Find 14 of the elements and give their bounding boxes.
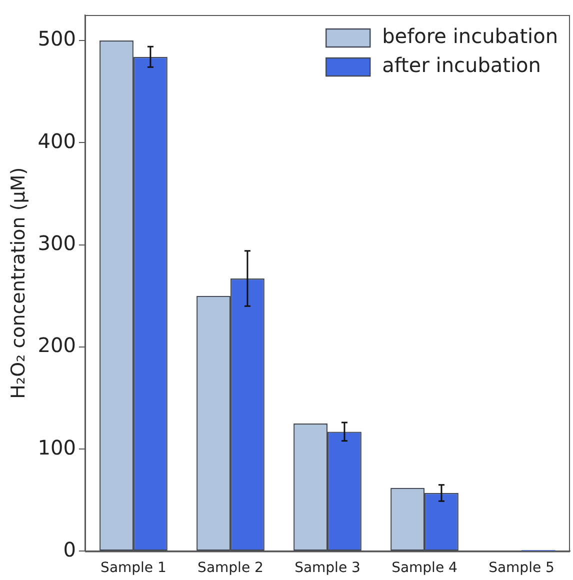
y-tick-label: 100 xyxy=(38,435,76,460)
y-tick-label: 200 xyxy=(38,333,76,358)
y-axis-title: H₂O₂ concentration (μM) xyxy=(7,167,30,399)
legend-label: after incubation xyxy=(382,53,541,78)
x-tick-label: Sample 2 xyxy=(198,560,264,576)
x-tick-label: Sample 5 xyxy=(488,560,554,576)
y-tick-label: 500 xyxy=(38,26,76,51)
legend-label: before incubation xyxy=(382,24,558,48)
x-tick-label: Sample 1 xyxy=(100,560,166,576)
y-tick-label: 0 xyxy=(63,537,76,562)
y-tick-label: 400 xyxy=(38,128,76,153)
x-tick-label: Sample 4 xyxy=(392,560,458,576)
y-tick-label: 300 xyxy=(38,231,76,256)
x-tick-label: Sample 3 xyxy=(294,560,360,576)
